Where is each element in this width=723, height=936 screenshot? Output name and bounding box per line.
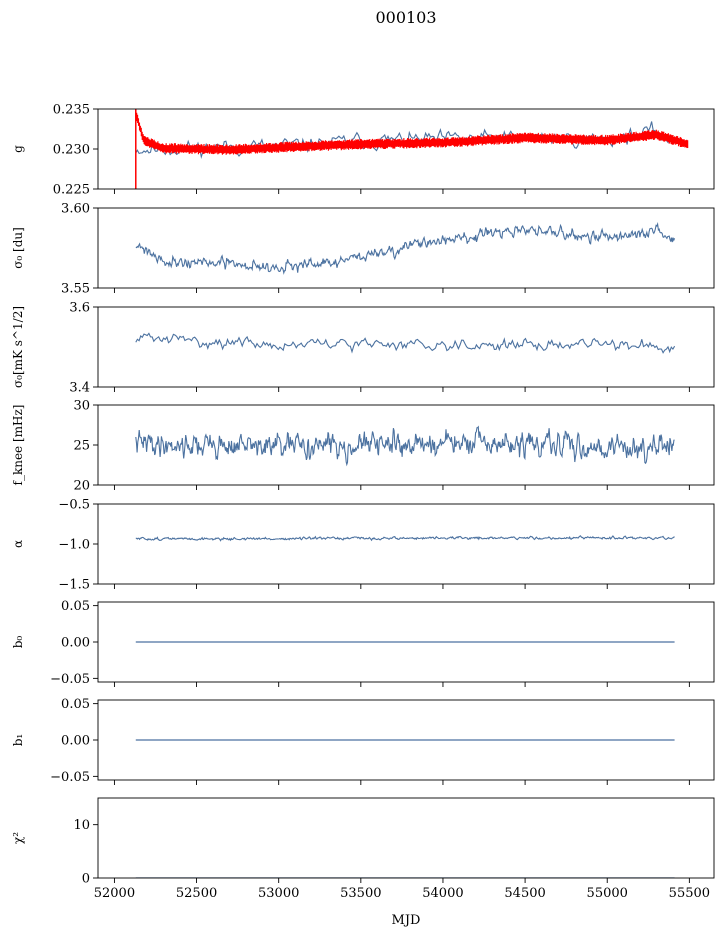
y-axis-label: g — [11, 145, 25, 153]
x-tick-label: 52000 — [94, 886, 135, 901]
panel-4: 30 25 20 f_knee [mHz] — [11, 399, 715, 494]
axes-frame — [97, 503, 715, 585]
panels-group: 0.235 0.230 0.225 g 3.60 3.55 σ₀ [du] 3.6 3.4 σ₀[… — [11, 103, 715, 901]
y-tick-label: 3.4 — [69, 381, 90, 396]
y-tick-label: 0.225 — [53, 183, 90, 198]
y-tick-label: 3.55 — [61, 282, 90, 297]
axes-frame — [97, 207, 715, 289]
y-axis-label: b₁ — [11, 734, 25, 747]
panel-1: 0.235 0.230 0.225 g — [11, 103, 715, 198]
x-tick-label: 55000 — [587, 886, 628, 901]
panel-6: 0.05 0.00 −0.05 b₀ — [11, 599, 715, 687]
y-tick-label: 25 — [73, 439, 90, 454]
series-line-p2-1 — [135, 222, 676, 275]
x-tick-label: 52500 — [176, 886, 217, 901]
y-tick-label: 0.05 — [61, 697, 90, 712]
y-tick-label: 0 — [82, 872, 90, 887]
series-line-p4-1 — [135, 425, 675, 467]
y-axis-label: σ₀[mK s^1/2] — [11, 306, 25, 388]
figure-title: 000103 — [375, 8, 436, 27]
panel-5: −0.5 −1.0 −1.5 α — [11, 498, 715, 593]
panel-8: 10 0 52000 52500 53000 53500 54000 54500 55000 55… — [11, 797, 715, 901]
panel-2: 3.60 3.55 σ₀ [du] — [11, 202, 715, 297]
y-tick-label: 10 — [73, 818, 90, 833]
panel-7: 0.05 0.00 −0.05 b₁ — [11, 697, 715, 785]
y-tick-label: −1.0 — [58, 538, 90, 553]
x-axis-label: MJD — [392, 913, 421, 928]
axes-frame — [97, 306, 715, 388]
y-tick-label: 0.00 — [61, 734, 90, 749]
y-tick-label: 30 — [73, 399, 90, 414]
gain-band-series — [135, 109, 689, 155]
y-axis-label: f_knee [mHz] — [11, 405, 25, 486]
panel-3: 3.6 3.4 σ₀[mK s^1/2] — [11, 301, 715, 396]
y-tick-label: −1.5 — [58, 578, 90, 593]
axes-frame — [97, 797, 715, 879]
y-tick-label: 0.05 — [61, 599, 90, 614]
y-axis-label: b₀ — [11, 636, 25, 649]
x-tick-label: 55500 — [669, 886, 710, 901]
y-tick-label: −0.5 — [58, 498, 90, 513]
y-axis-label: χ² — [11, 832, 25, 844]
y-tick-label: −0.05 — [50, 672, 90, 687]
y-tick-label: 20 — [73, 479, 90, 494]
x-tick-label: 53500 — [340, 886, 381, 901]
x-tick-label: 54000 — [422, 886, 463, 901]
y-tick-label: 0.235 — [53, 103, 90, 118]
x-tick-label: 53000 — [258, 886, 299, 901]
y-tick-label: −0.05 — [50, 770, 90, 785]
y-tick-label: 0.230 — [53, 143, 90, 158]
y-tick-label: 0.00 — [61, 636, 90, 651]
series-line-p5-1 — [135, 535, 675, 542]
y-tick-label: 3.6 — [69, 301, 90, 316]
series-line-p3-1 — [135, 332, 676, 354]
y-axis-label: σ₀ [du] — [11, 227, 25, 269]
x-tick-label: 54500 — [504, 886, 545, 901]
y-tick-label: 3.60 — [61, 202, 90, 217]
y-axis-label: α — [11, 540, 25, 548]
